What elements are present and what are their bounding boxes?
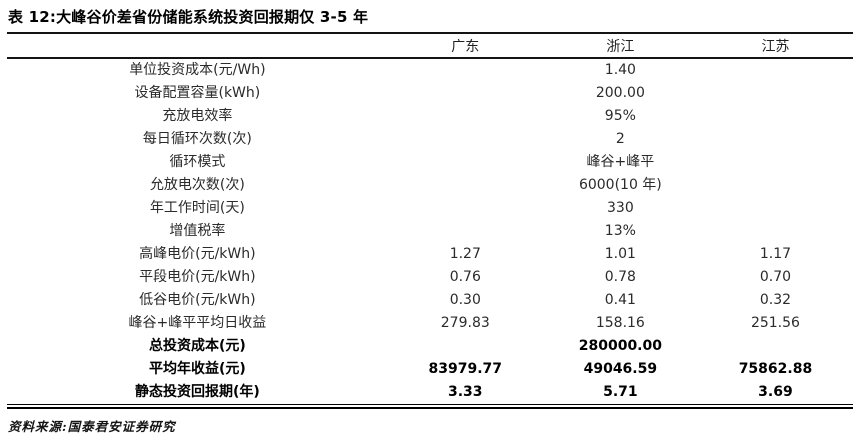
- header-row: 广东 浙江 江苏: [7, 34, 853, 59]
- table-row-total-investment: 总投资成本(元) 280000.00: [7, 335, 853, 358]
- row-label: 单位投资成本(元/Wh): [129, 62, 266, 78]
- table-row-static-payback-period: 静态投资回报期(年) 3.33 5.71 3.69: [7, 381, 853, 404]
- table-bottom-rule: [7, 404, 853, 409]
- row-label: 年工作时间(天): [149, 200, 245, 216]
- merged-value: 330: [607, 200, 634, 216]
- merged-value: 6000(10 年): [578, 177, 662, 193]
- column-header-jiangsu: 江苏: [697, 34, 853, 59]
- row-label: 每日循环次数(次): [142, 131, 252, 147]
- row-label: 静态投资回报期(年): [134, 384, 260, 400]
- table-row-daily-cycles: 每日循环次数(次) 2: [7, 128, 853, 151]
- cell-zhejiang: 0.78: [604, 269, 636, 285]
- cell-zhejiang: 158.16: [595, 315, 645, 331]
- cell-jiangsu: 251.56: [750, 315, 800, 331]
- row-label: 增值税率: [169, 223, 226, 239]
- table-row-efficiency: 充放电效率 95%: [7, 105, 853, 128]
- column-header-zhejiang: 浙江: [542, 34, 698, 59]
- source-note: 资料来源:国泰君安证券研究: [8, 419, 176, 434]
- merged-value: 2: [615, 131, 625, 147]
- row-label: 平段电价(元/kWh): [139, 269, 256, 285]
- table-row-cycle-mode: 循环模式 峰谷+峰平: [7, 151, 853, 174]
- cell-zhejiang: 49046.59: [583, 361, 658, 377]
- row-label: 允放电次数(次): [149, 177, 245, 193]
- row-label: 总投资成本(元): [148, 338, 246, 354]
- cell-guangdong: 3.33: [448, 384, 483, 400]
- row-label: 平均年收益(元): [148, 361, 246, 377]
- cell-jiangsu: 0.32: [759, 292, 792, 308]
- table-title: 表 12:大峰谷价差省份储能系统投资回报期仅 3-5 年: [7, 4, 853, 34]
- merged-value: 峰谷+峰平: [586, 154, 655, 170]
- row-label: 设备配置容量(kWh): [134, 85, 261, 101]
- cell-zhejiang: 5.71: [603, 384, 638, 400]
- table-row-vat-rate: 增值税率 13%: [7, 220, 853, 243]
- table-row-flat-price: 平段电价(元/kWh) 0.76 0.78 0.70: [7, 266, 853, 289]
- merged-value: 200.00: [595, 85, 645, 101]
- row-label: 充放电效率: [162, 108, 233, 124]
- cell-jiangsu: 0.70: [759, 269, 792, 285]
- table-row-peak-price: 高峰电价(元/kWh) 1.27 1.01 1.17: [7, 243, 853, 266]
- cell-zhejiang: 0.41: [604, 292, 636, 308]
- table-row-unit-investment-cost: 单位投资成本(元/Wh) 1.40: [7, 58, 853, 82]
- row-label: 循环模式: [169, 154, 226, 170]
- row-label: 低谷电价(元/kWh): [139, 292, 256, 308]
- header-empty-cell: [7, 34, 388, 59]
- column-header-guangdong: 广东: [387, 34, 543, 59]
- table-row-avg-daily-income: 峰谷+峰平平均日收益 279.83 158.16 251.56: [7, 312, 853, 335]
- merged-value: 95%: [604, 108, 636, 124]
- merged-value: 1.40: [604, 62, 636, 78]
- table-row-valley-price: 低谷电价(元/kWh) 0.30 0.41 0.32: [7, 289, 853, 312]
- cell-guangdong: 83979.77: [428, 361, 503, 377]
- merged-value: 13%: [604, 223, 636, 239]
- row-label: 峰谷+峰平平均日收益: [128, 315, 267, 331]
- row-label: 高峰电价(元/kWh): [139, 246, 256, 262]
- cell-jiangsu: 1.17: [759, 246, 792, 262]
- cell-guangdong: 0.76: [449, 269, 481, 285]
- table-row-capacity: 设备配置容量(kWh) 200.00: [7, 82, 853, 105]
- merged-value: 280000.00: [578, 338, 662, 354]
- cell-zhejiang: 1.01: [604, 246, 636, 262]
- cell-jiangsu: 75862.88: [738, 361, 813, 377]
- storage-roi-table: 广东 浙江 江苏 单位投资成本(元/Wh) 1.40 设备配置容量(kWh) 2…: [7, 34, 853, 404]
- table-row-discharge-count: 允放电次数(次) 6000(10 年): [7, 174, 853, 197]
- cell-jiangsu: 3.69: [758, 384, 793, 400]
- cell-guangdong: 1.27: [449, 246, 481, 262]
- cell-guangdong: 0.30: [449, 292, 481, 308]
- cell-guangdong: 279.83: [440, 315, 490, 331]
- table-row-working-days: 年工作时间(天) 330: [7, 197, 853, 220]
- table-row-annual-income: 平均年收益(元) 83979.77 49046.59 75862.88: [7, 358, 853, 381]
